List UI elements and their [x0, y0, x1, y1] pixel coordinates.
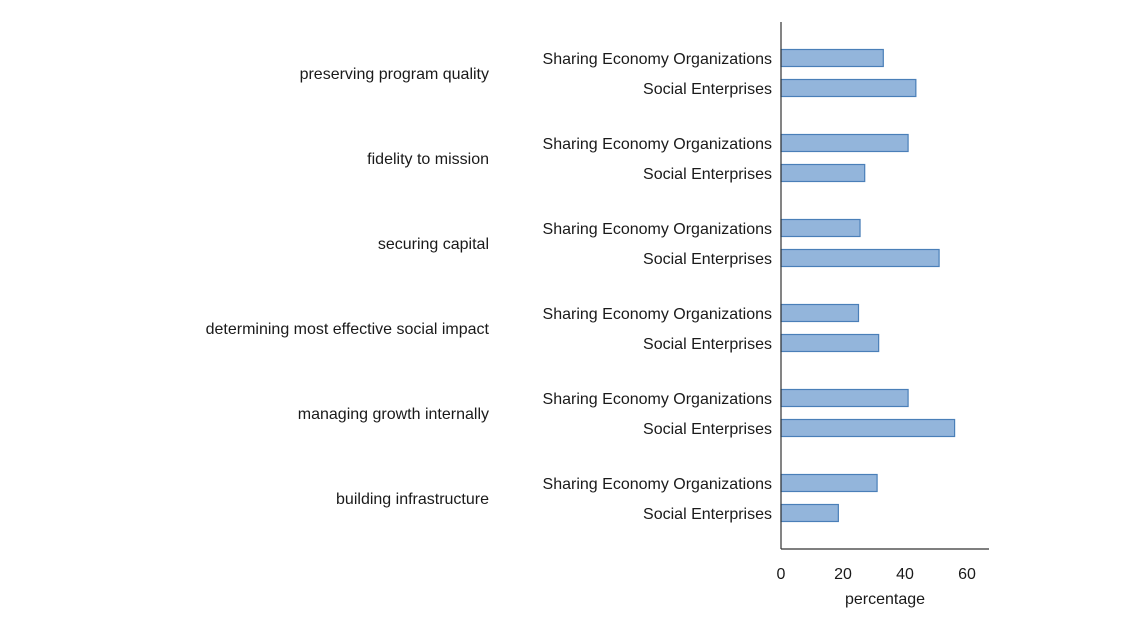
group-label: determining most effective social impact — [206, 321, 490, 338]
bar-category-label: Sharing Economy Organizations — [543, 476, 772, 493]
bars-layer — [780, 48, 956, 523]
group-label: fidelity to mission — [367, 151, 489, 168]
bar — [780, 248, 940, 268]
bar — [780, 418, 956, 438]
group-label: preserving program quality — [300, 66, 489, 83]
bar-category-label: Social Enterprises — [643, 81, 772, 98]
bar — [780, 388, 909, 408]
bar-category-label: Sharing Economy Organizations — [543, 136, 772, 153]
bar — [780, 503, 839, 523]
group-labels-layer: preserving program quality fidelity to mi… — [206, 66, 490, 508]
bar-category-label: Social Enterprises — [643, 251, 772, 268]
bar-category-label: Social Enterprises — [643, 166, 772, 183]
x-tick-label: 0 — [777, 566, 786, 583]
bar-labels-layer: Sharing Economy Organizations Social Ente… — [543, 51, 772, 523]
bar-category-label: Sharing Economy Organizations — [543, 221, 772, 238]
x-tick-label: 60 — [958, 566, 976, 583]
bar-category-label: Sharing Economy Organizations — [543, 51, 772, 68]
bar-category-label: Social Enterprises — [643, 506, 772, 523]
x-tick-label: 20 — [834, 566, 852, 583]
x-tick-label: 40 — [896, 566, 914, 583]
bar-category-label: Social Enterprises — [643, 421, 772, 438]
bar — [780, 163, 866, 183]
x-axis-label: percentage — [845, 591, 925, 608]
group-label: managing growth internally — [298, 406, 489, 423]
group-label: building infrastructure — [336, 491, 489, 508]
group-label: securing capital — [378, 236, 489, 253]
bar — [780, 303, 860, 323]
bar — [780, 333, 880, 353]
bar — [780, 218, 861, 238]
bar — [780, 133, 909, 153]
x-ticks-layer: 0 20 40 60 — [777, 566, 976, 583]
bar — [780, 78, 917, 98]
bar — [780, 473, 878, 493]
bar-category-label: Social Enterprises — [643, 336, 772, 353]
bar-category-label: Sharing Economy Organizations — [543, 391, 772, 408]
bar-category-label: Sharing Economy Organizations — [543, 306, 772, 323]
bar — [780, 48, 884, 68]
